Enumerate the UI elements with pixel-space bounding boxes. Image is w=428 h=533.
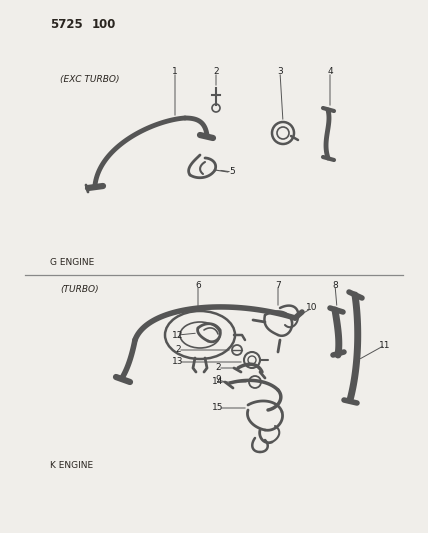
Text: 9: 9	[215, 376, 221, 384]
Text: G ENGINE: G ENGINE	[50, 258, 94, 267]
Text: 12: 12	[172, 330, 184, 340]
Text: K ENGINE: K ENGINE	[50, 461, 93, 470]
Text: 6: 6	[195, 280, 201, 289]
Text: 2: 2	[175, 345, 181, 354]
Text: 7: 7	[275, 280, 281, 289]
Text: 13: 13	[172, 358, 184, 367]
Text: 10: 10	[306, 303, 318, 312]
Text: 14: 14	[212, 377, 224, 386]
Text: 5: 5	[229, 167, 235, 176]
Text: 15: 15	[212, 403, 224, 413]
Text: 2: 2	[215, 364, 221, 373]
Text: (TURBO): (TURBO)	[60, 285, 98, 294]
Text: 1: 1	[172, 68, 178, 77]
Text: (EXC TURBO): (EXC TURBO)	[60, 75, 119, 84]
Text: 5725: 5725	[50, 18, 83, 31]
Text: 3: 3	[277, 68, 283, 77]
Text: 2: 2	[213, 68, 219, 77]
Text: 8: 8	[332, 280, 338, 289]
Text: 4: 4	[327, 68, 333, 77]
Text: 11: 11	[379, 341, 391, 350]
Text: 100: 100	[92, 18, 116, 31]
